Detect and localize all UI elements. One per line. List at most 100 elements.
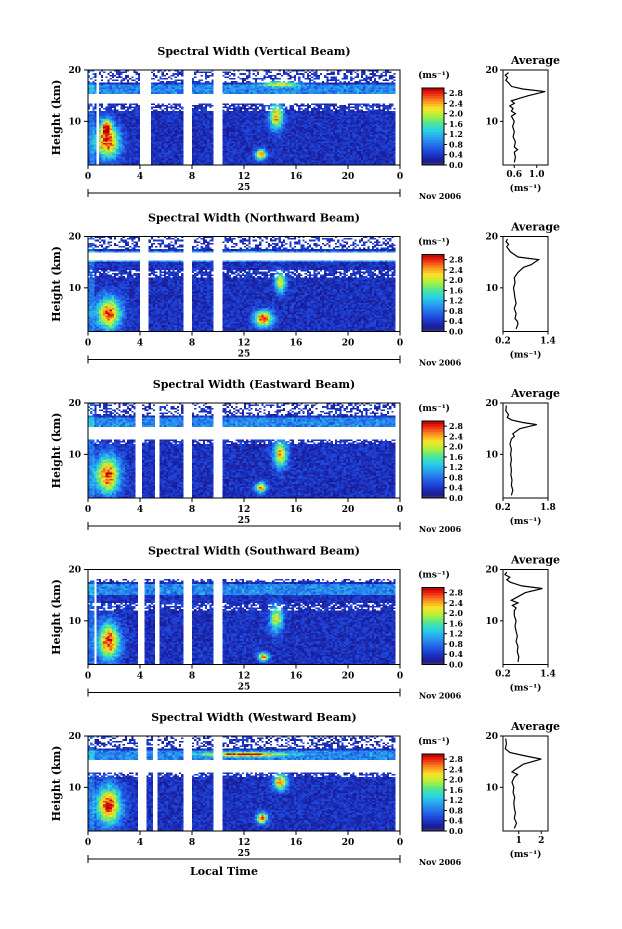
colorbar-segment [422,257,444,261]
colorbar-segment [422,805,444,809]
colorbar-segment [422,316,444,320]
colorbar-segment [422,756,444,760]
colorbar-segment [422,93,444,97]
colorbar-segment [422,116,444,120]
colorbar-segment [422,98,444,102]
chart-title: Spectral Width (Vertical Beam) [157,45,350,58]
average-x-axis-label: (ms⁻¹) [510,683,542,694]
colorbar-segment [422,144,444,148]
colorbar-unit: (ms⁻¹) [418,237,450,248]
colorbar-tick-label: 0.4 [449,816,463,826]
colorbar-segment [422,608,444,612]
x-tick-label: 0 [397,172,403,182]
x-tick-label: 12 [238,672,251,682]
y-axis-label: Height (km) [50,246,63,322]
colorbar-segment [422,131,444,135]
average-x-tick-label: 1.0 [529,170,545,180]
colorbar-segment [422,147,444,151]
colorbar-tick-label: 2.4 [449,598,463,608]
heatmap-image [88,736,400,831]
colorbar-segment [422,285,444,289]
colorbar-segment [422,88,444,92]
heatmap-image [88,236,400,332]
average-x-tick-label: 1 [516,836,522,846]
colorbar-segment [422,100,444,104]
colorbar-segment [422,628,444,632]
colorbar-segment [422,436,444,440]
colorbar-segment [422,661,444,665]
colorbar-segment [422,159,444,163]
y-tick-label: 20 [68,399,81,409]
colorbar-segment [422,267,444,271]
y-tick-label: 10 [68,617,81,627]
colorbar-segment [422,802,444,806]
colorbar-segment [422,451,444,455]
colorbar-segment [422,454,444,458]
colorbar-tick-label: 1.6 [449,452,463,462]
colorbar-segment [422,654,444,658]
colorbar-segment [422,300,444,304]
colorbar-segment [422,129,444,133]
day-label: 25 [238,350,251,360]
x-tick-label: 16 [290,172,303,182]
x-tick-label: 0 [85,339,91,349]
average-y-tick-label: 10 [485,284,498,294]
average-x-tick-label: 1.4 [540,670,556,680]
colorbar-segment [422,485,444,489]
average-y-tick-label: 20 [485,66,498,76]
x-tick-label: 16 [290,672,303,682]
colorbar-frame [421,87,445,166]
colorbar-segment [422,282,444,286]
colorbar-segment [422,620,444,624]
colorbar-segment [422,310,444,315]
colorbar-segment [422,462,444,466]
colorbar-segment [422,464,444,468]
average-y-tick-label: 20 [485,399,498,409]
colorbar-segment [422,118,444,122]
x-tick-label: 4 [137,505,143,515]
colorbar-frame [421,587,445,665]
colorbar-segment [422,779,444,783]
colorbar-unit: (ms⁻¹) [418,403,450,414]
colorbar-segment [422,121,444,125]
colorbar-segment [422,264,444,268]
average-profile-line [504,72,546,163]
colorbar-tick-label: 2.0 [449,775,463,785]
colorbar-segment [422,321,444,325]
colorbar-segment [422,111,444,115]
average-profile-line [505,405,537,496]
colorbar-segment [422,134,444,138]
x-tick-label: 4 [137,172,143,182]
colorbar-segment [422,761,444,765]
colorbar-tick-label: 1.2 [449,795,463,805]
y-tick-label: 20 [68,233,81,243]
chart-title: Spectral Width (Northward Beam) [148,212,360,225]
chart-panel-0: Spectral Width (Vertical Beam) 20 10 Height… [50,45,560,201]
colorbar-segment [422,615,444,619]
x-tick-label: 0 [397,838,403,848]
colorbar-segment [422,428,444,432]
colorbar-segment [422,633,444,637]
colorbar-tick-label: 1.6 [449,285,463,295]
colorbar-segment [422,613,444,617]
y-axis-label: Height (km) [50,80,63,156]
colorbar-segment [422,95,444,99]
colorbar-tick-label: 1.6 [449,785,463,795]
colorbar-tick-label: 2.8 [449,421,463,431]
average-title: Average [510,387,560,400]
colorbar-segment [422,659,444,663]
colorbar-tick-label: 0.8 [449,805,463,815]
colorbar-segment [422,126,444,130]
colorbar-tick-label: 0.0 [449,826,463,836]
colorbar-frame [421,420,445,499]
colorbar-segment [422,590,444,594]
colorbar-segment [422,446,444,450]
colorbar-segment [422,646,444,650]
colorbar-tick-label: 0.8 [449,639,463,649]
x-tick-label: 16 [290,838,303,848]
colorbar-segment [422,800,444,804]
colorbar-segment [422,651,444,655]
colorbar-segment [422,459,444,463]
y-tick-label: 20 [68,66,81,76]
x-tick-label: 8 [189,672,195,682]
